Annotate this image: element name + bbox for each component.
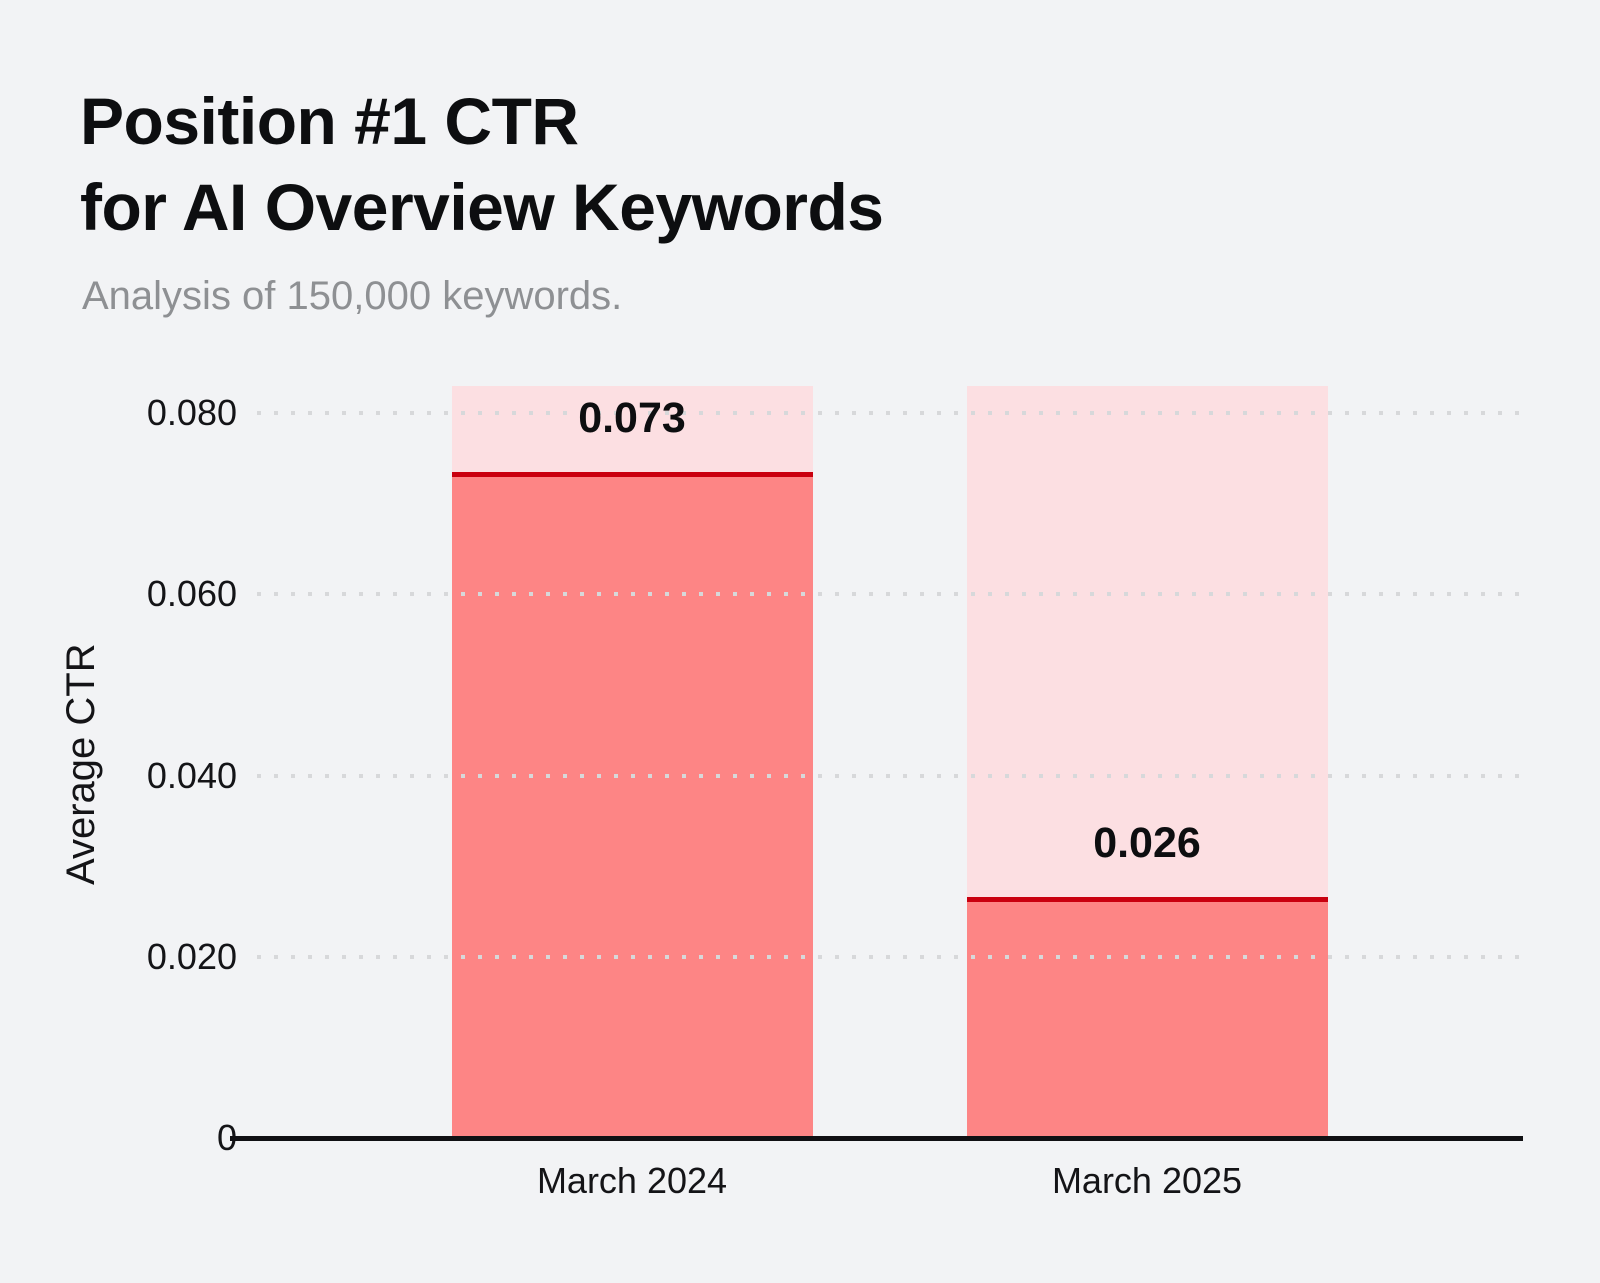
h-gridline (257, 773, 1519, 778)
chart-title-line2: for AI Overview Keywords (80, 170, 884, 244)
y-tick-label: 0 (216, 1117, 237, 1158)
chart-title-line1: Position #1 CTR (80, 84, 579, 158)
y-tick-label: 0.020 (146, 935, 237, 977)
value-line (451, 472, 813, 477)
x-axis-line (230, 1136, 1523, 1141)
bar-fill (451, 477, 813, 1138)
y-tick-label: 0.080 (146, 392, 237, 434)
x-tick-label: March 2024 (536, 1160, 728, 1201)
value-line (966, 897, 1328, 902)
y-tick-label: 0.040 (146, 754, 237, 796)
x-tick-label: March 2025 (1051, 1160, 1243, 1201)
h-gridline (257, 411, 1519, 416)
value-label: 0.026 (1093, 819, 1201, 867)
h-gridline (257, 592, 1519, 597)
h-gridline (257, 954, 1519, 959)
value-label: 0.073 (578, 394, 686, 442)
chart-subtitle: Analysis of 150,000 keywords. (82, 274, 623, 318)
y-tick-label: 0.060 (146, 573, 237, 615)
chart-title: Position #1 CTR for AI Overview Keywords (80, 78, 884, 250)
bar-fill (966, 902, 1328, 1138)
